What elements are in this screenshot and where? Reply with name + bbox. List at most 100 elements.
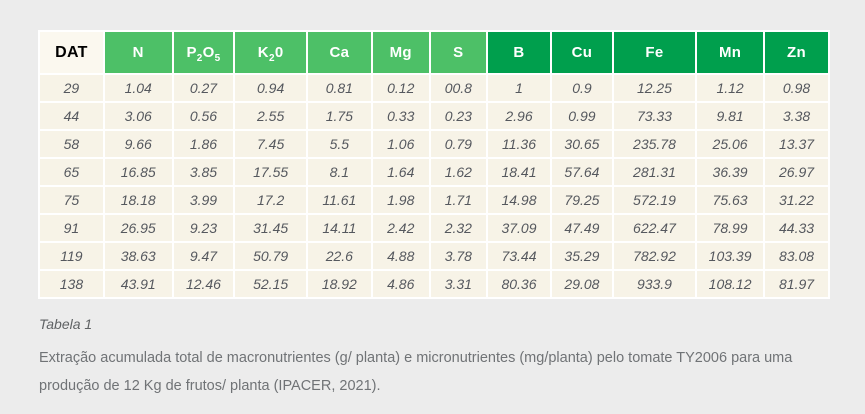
value-cell: 50.79 [235,243,306,269]
value-cell: 31.22 [765,187,828,213]
value-cell: 1.12 [697,75,764,101]
value-cell: 79.25 [552,187,612,213]
value-cell: 00.8 [430,75,486,101]
value-cell: 3.99 [173,187,234,213]
value-cell: 0.98 [765,75,828,101]
value-cell: 8.1 [307,159,371,185]
value-cell: 5.5 [307,131,371,157]
value-cell: 108.12 [697,271,764,297]
column-header-s: S [430,32,486,73]
value-cell: 7.45 [235,131,306,157]
value-cell: 281.31 [613,159,696,185]
value-cell: 572.19 [613,187,696,213]
table-row: 44 3.06 0.56 2.55 1.75 0.33 0.23 2.96 0.99 73.33 9… [40,103,828,129]
value-cell: 1.98 [372,187,429,213]
dat-cell: 65 [40,159,103,185]
value-cell: 2.32 [430,215,486,241]
value-cell: 103.39 [697,243,764,269]
dat-cell: 44 [40,103,103,129]
value-cell: 18.18 [104,187,172,213]
value-cell: 2.96 [487,103,551,129]
dat-cell: 138 [40,271,103,297]
value-cell: 36.39 [697,159,764,185]
table-row: 91 26.95 9.23 31.45 14.11 2.42 2.32 37.09 47.49 6… [40,215,828,241]
value-cell: 12.25 [613,75,696,101]
column-header-cu: Cu [552,32,612,73]
value-cell: 1.04 [104,75,172,101]
value-cell: 31.45 [235,215,306,241]
column-header-n: N [104,32,172,73]
value-cell: 1.86 [173,131,234,157]
value-cell: 1 [487,75,551,101]
nutrient-extraction-table: DAT N P2O5 K20 Ca Mg S B Cu Fe Mn Zn 29 1.04 0.27 0.94… [38,30,830,299]
value-cell: 0.23 [430,103,486,129]
value-cell: 73.33 [613,103,696,129]
value-cell: 11.61 [307,187,371,213]
dat-cell: 29 [40,75,103,101]
table-row: 65 16.85 3.85 17.55 8.1 1.64 1.62 18.41 57.64 281… [40,159,828,185]
value-cell: 16.85 [104,159,172,185]
table-body: 29 1.04 0.27 0.94 0.81 0.12 00.8 1 0.9 12.25 1.12 0… [40,75,828,297]
value-cell: 17.55 [235,159,306,185]
value-cell: 38.63 [104,243,172,269]
value-cell: 622.47 [613,215,696,241]
value-cell: 3.06 [104,103,172,129]
table-row: 119 38.63 9.47 50.79 22.6 4.88 3.78 73.44 35.29 7… [40,243,828,269]
value-cell: 0.81 [307,75,371,101]
value-cell: 235.78 [613,131,696,157]
value-cell: 43.91 [104,271,172,297]
table-row: 58 9.66 1.86 7.45 5.5 1.06 0.79 11.36 30.65 235.7… [40,131,828,157]
value-cell: 18.92 [307,271,371,297]
value-cell: 57.64 [552,159,612,185]
column-header-b: B [487,32,551,73]
value-cell: 9.66 [104,131,172,157]
value-cell: 80.36 [487,271,551,297]
value-cell: 12.46 [173,271,234,297]
value-cell: 0.9 [552,75,612,101]
value-cell: 2.42 [372,215,429,241]
value-cell: 75.63 [697,187,764,213]
column-header-ca: Ca [307,32,371,73]
column-header-zn: Zn [765,32,828,73]
value-cell: 17.2 [235,187,306,213]
value-cell: 3.38 [765,103,828,129]
value-cell: 29.08 [552,271,612,297]
value-cell: 1.75 [307,103,371,129]
value-cell: 73.44 [487,243,551,269]
value-cell: 0.94 [235,75,306,101]
value-cell: 0.27 [173,75,234,101]
value-cell: 35.29 [552,243,612,269]
value-cell: 3.78 [430,243,486,269]
value-cell: 3.85 [173,159,234,185]
value-cell: 933.9 [613,271,696,297]
column-header-dat: DAT [40,32,103,73]
value-cell: 0.99 [552,103,612,129]
value-cell: 9.47 [173,243,234,269]
value-cell: 14.98 [487,187,551,213]
value-cell: 0.56 [173,103,234,129]
dat-cell: 91 [40,215,103,241]
column-header-k20: K20 [235,32,306,73]
table-row: 138 43.91 12.46 52.15 18.92 4.86 3.31 80.36 29.0… [40,271,828,297]
value-cell: 9.23 [173,215,234,241]
column-header-mn: Mn [697,32,764,73]
value-cell: 44.33 [765,215,828,241]
value-cell: 3.31 [430,271,486,297]
dat-cell: 58 [40,131,103,157]
value-cell: 25.06 [697,131,764,157]
value-cell: 1.62 [430,159,486,185]
value-cell: 22.6 [307,243,371,269]
column-header-fe: Fe [613,32,696,73]
value-cell: 52.15 [235,271,306,297]
value-cell: 1.64 [372,159,429,185]
value-cell: 81.97 [765,271,828,297]
value-cell: 83.08 [765,243,828,269]
value-cell: 14.11 [307,215,371,241]
value-cell: 1.06 [372,131,429,157]
value-cell: 78.99 [697,215,764,241]
value-cell: 13.37 [765,131,828,157]
table-caption: Extração acumulada total de macronutrien… [39,350,793,394]
value-cell: 9.81 [697,103,764,129]
value-cell: 11.36 [487,131,551,157]
